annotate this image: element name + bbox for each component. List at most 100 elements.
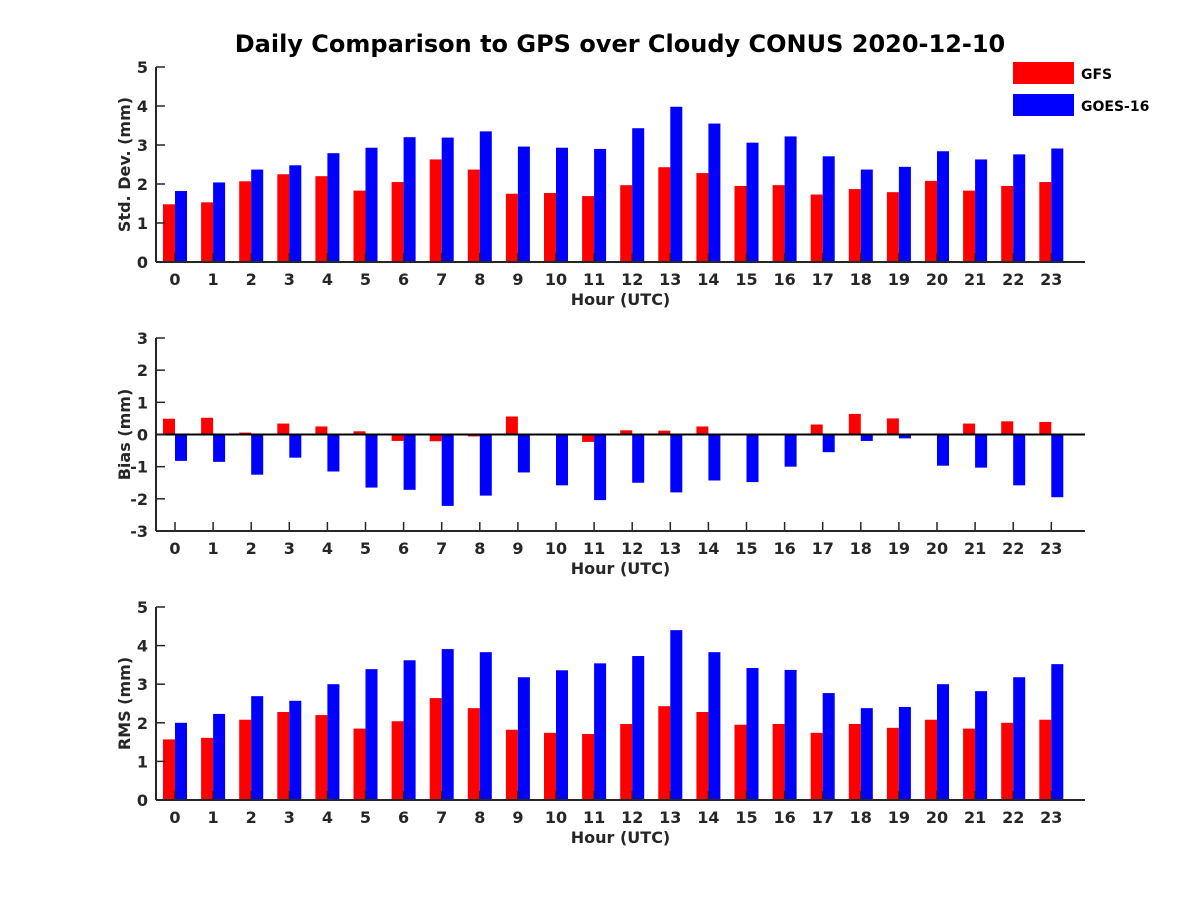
bar-gfs-hour-23 xyxy=(1039,182,1052,262)
bar-gfs-hour-0 xyxy=(163,739,175,800)
bar-goes-16-hour-14 xyxy=(708,123,721,262)
x-tick-label: 0 xyxy=(169,270,180,289)
x-tick-label: 8 xyxy=(474,808,485,827)
bar-goes-16-hour-23 xyxy=(1051,148,1064,262)
bar-gfs-hour-1 xyxy=(201,202,214,262)
y-tick-label: 4 xyxy=(137,637,148,656)
x-tick-label: 6 xyxy=(398,539,409,558)
bar-goes-16-hour-20 xyxy=(937,151,949,262)
bar-gfs-hour-22 xyxy=(1001,185,1014,262)
bar-gfs-hour-6 xyxy=(391,182,404,262)
bar-gfs-hour-14 xyxy=(696,173,709,262)
bar-goes-16-hour-15 xyxy=(746,667,759,800)
bar-goes-16-hour-2 xyxy=(251,434,264,475)
x-tick-label: 3 xyxy=(284,270,295,289)
bar-goes-16-hour-20 xyxy=(937,684,949,800)
bar-gfs-hour-18 xyxy=(848,413,861,435)
x-tick-label: 23 xyxy=(1040,270,1062,289)
x-tick-label: 1 xyxy=(208,539,219,558)
x-tick-label: 19 xyxy=(888,808,910,827)
x-tick-label: 12 xyxy=(621,270,643,289)
bar-gfs-hour-18 xyxy=(848,189,861,262)
bar-gfs-hour-4 xyxy=(315,715,328,800)
bar-goes-16-hour-1 xyxy=(213,434,226,462)
bar-goes-16-hour-12 xyxy=(632,656,645,800)
y-tick-label: 0 xyxy=(137,253,148,272)
x-tick-label: 10 xyxy=(545,539,567,558)
y-tick-label: 0 xyxy=(137,426,148,445)
bar-goes-16-hour-3 xyxy=(289,700,302,800)
x-tick-label: 13 xyxy=(659,808,681,827)
x-tick-label: 8 xyxy=(474,539,485,558)
bar-gfs-hour-22 xyxy=(1001,722,1014,800)
bar-gfs-hour-19 xyxy=(886,727,899,800)
x-tick-label: 16 xyxy=(773,808,795,827)
bar-goes-16-hour-7 xyxy=(441,649,454,800)
x-tick-label: 22 xyxy=(1002,539,1024,558)
x-tick-label: 14 xyxy=(697,808,719,827)
bar-gfs-hour-21 xyxy=(963,728,976,800)
bar-goes-16-hour-23 xyxy=(1051,664,1064,800)
legend-swatch-gfs xyxy=(1013,62,1074,84)
x-tick-label: 17 xyxy=(812,539,834,558)
bar-gfs-hour-15 xyxy=(734,185,747,262)
legend-swatch-goes-16 xyxy=(1013,94,1074,116)
bar-gfs-hour-16 xyxy=(772,723,785,800)
y-tick-label: 0 xyxy=(137,791,148,810)
bar-goes-16-hour-7 xyxy=(441,434,454,506)
bar-gfs-hour-22 xyxy=(1001,421,1014,435)
bar-goes-16-hour-11 xyxy=(594,663,607,800)
bar-goes-16-hour-22 xyxy=(1013,677,1026,800)
x-tick-label: 22 xyxy=(1002,808,1024,827)
bar-gfs-hour-13 xyxy=(658,167,671,262)
bar-goes-16-hour-5 xyxy=(365,669,378,800)
bar-goes-16-hour-19 xyxy=(898,706,911,800)
bar-gfs-hour-9 xyxy=(505,729,518,800)
bar-goes-16-hour-5 xyxy=(365,147,378,262)
bar-gfs-hour-9 xyxy=(505,416,518,435)
bar-gfs-hour-12 xyxy=(620,430,633,435)
x-tick-label: 7 xyxy=(436,808,447,827)
x-tick-label: 1 xyxy=(208,808,219,827)
x-tick-label: 19 xyxy=(888,270,910,289)
x-tick-label: 15 xyxy=(735,539,757,558)
bar-gfs-hour-8 xyxy=(467,708,480,800)
bar-gfs-hour-13 xyxy=(658,430,671,435)
x-tick-label: 3 xyxy=(284,808,295,827)
y-tick-label: -1 xyxy=(130,458,148,477)
x-tick-label: 9 xyxy=(512,808,523,827)
bar-goes-16-hour-2 xyxy=(251,169,264,262)
x-tick-label: 20 xyxy=(926,539,948,558)
x-tick-label: 15 xyxy=(735,270,757,289)
bar-goes-16-hour-19 xyxy=(898,166,911,262)
bar-goes-16-hour-6 xyxy=(403,434,416,490)
x-tick-label: 16 xyxy=(773,270,795,289)
bar-goes-16-hour-20 xyxy=(937,434,949,466)
x-tick-label: 18 xyxy=(850,539,872,558)
legend-label-gfs: GFS xyxy=(1081,67,1112,83)
x-tick-label: 12 xyxy=(621,808,643,827)
bar-goes-16-hour-1 xyxy=(213,182,226,262)
bar-gfs-hour-12 xyxy=(620,185,633,262)
x-tick-label: 13 xyxy=(659,539,681,558)
bar-gfs-hour-0 xyxy=(163,418,175,435)
x-tick-label: 21 xyxy=(964,270,986,289)
bar-gfs-hour-13 xyxy=(658,706,671,800)
bar-goes-16-hour-2 xyxy=(251,696,264,800)
bar-gfs-hour-3 xyxy=(277,711,290,800)
legend-label-goes-16: GOES-16 xyxy=(1081,99,1149,115)
bar-gfs-hour-7 xyxy=(429,698,442,800)
bar-gfs-hour-18 xyxy=(848,723,861,800)
bar-goes-16-hour-8 xyxy=(479,434,492,496)
bar-goes-16-hour-10 xyxy=(556,434,568,486)
x-tick-label: 4 xyxy=(322,539,333,558)
y-tick-label: 2 xyxy=(137,361,148,380)
bar-goes-16-hour-22 xyxy=(1013,154,1026,262)
x-tick-label: 5 xyxy=(360,270,371,289)
bar-goes-16-hour-4 xyxy=(327,153,340,262)
y-tick-label: 4 xyxy=(137,97,148,116)
y-tick-label: 3 xyxy=(137,329,148,348)
bar-goes-16-hour-17 xyxy=(822,434,835,453)
